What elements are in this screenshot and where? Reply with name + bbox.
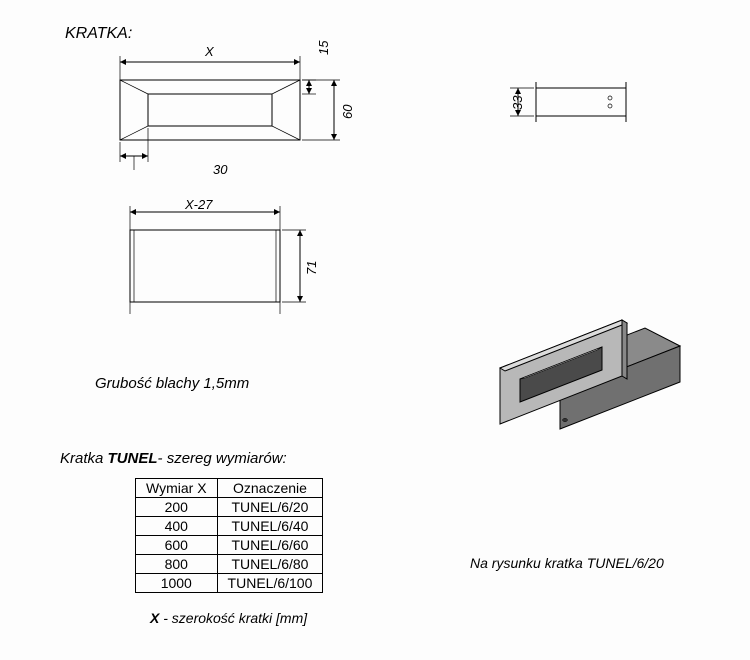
table-title-bold: TUNEL [108, 450, 158, 467]
dim-15-label: 15 [316, 41, 331, 55]
dim-x-label: X [205, 44, 214, 59]
table-cell: 200 [136, 498, 218, 517]
table-title-suffix: - szereg wymiarów: [158, 450, 287, 467]
table-header-cell: Wymiar X [136, 479, 218, 498]
dim-x27-label: X-27 [185, 197, 212, 212]
footnote-x: X [150, 610, 159, 626]
table-row: 400TUNEL/6/40 [136, 517, 323, 536]
table-row: 1000TUNEL/6/100 [136, 574, 323, 593]
table-cell: TUNEL/6/80 [217, 555, 323, 574]
isometric-drawing [470, 280, 720, 470]
table-cell: TUNEL/6/40 [217, 517, 323, 536]
table-cell: 800 [136, 555, 218, 574]
table-row: 800TUNEL/6/80 [136, 555, 323, 574]
dim-71-label: 71 [304, 261, 319, 275]
table-heading: Kratka TUNEL- szereg wymiarów: [60, 450, 287, 467]
table-cell: 400 [136, 517, 218, 536]
table-row: 600TUNEL/6/60 [136, 536, 323, 555]
table-cell: TUNEL/6/20 [217, 498, 323, 517]
table-cell: TUNEL/6/60 [217, 536, 323, 555]
thickness-note: Grubość blachy 1,5mm [95, 375, 249, 392]
table-title-prefix: Kratka [60, 450, 108, 467]
table-cell: TUNEL/6/100 [217, 574, 323, 593]
table-header-row: Wymiar X Oznaczenie [136, 479, 323, 498]
dimensions-table: Wymiar X Oznaczenie 200TUNEL/6/20 400TUN… [135, 478, 323, 593]
table-cell: 600 [136, 536, 218, 555]
table-header-cell: Oznaczenie [217, 479, 323, 498]
page-title: KRATKA: [65, 25, 132, 43]
table-row: 200TUNEL/6/20 [136, 498, 323, 517]
dim-30-label: 30 [213, 162, 227, 177]
footnote-suffix: - szerokość kratki [mm] [159, 610, 307, 626]
front-view-drawing [90, 50, 350, 180]
table-cell: 1000 [136, 574, 218, 593]
dim-60-label: 60 [340, 105, 355, 119]
dim-33-label: 33 [510, 96, 525, 110]
isometric-caption: Na rysunku kratka TUNEL/6/20 [470, 555, 664, 571]
table-footnote: X - szerokość kratki [mm] [150, 610, 307, 626]
